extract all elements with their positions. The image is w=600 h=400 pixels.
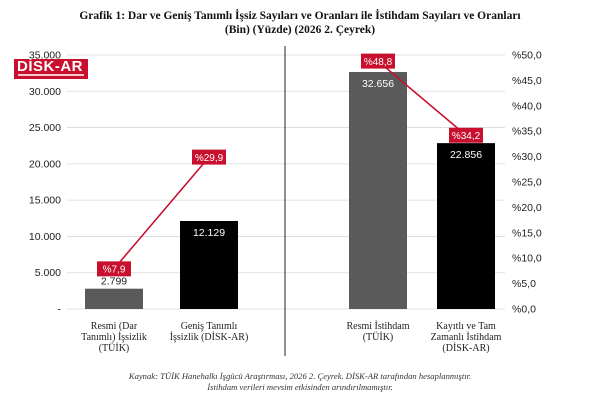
bar-value-label: 32.656 [362, 78, 394, 90]
chart-svg: - 5.000 10.000 15.000 20.000 25.000 30.000 35.0… [29, 46, 542, 356]
bar [180, 220, 238, 309]
rate-label: %34,2 [452, 131, 481, 142]
rate-label-box [192, 149, 226, 165]
right-axis-tick-label: %35,0 [512, 126, 542, 138]
right-axis-tick-label: %45,0 [512, 75, 542, 87]
chart-title: Grafik 1: Dar ve Geniş Tanımlı İşsiz Say… [0, 9, 600, 37]
category-label: Geniş Tanımlı [181, 321, 238, 332]
right-axis-tick-label: %40,0 [512, 100, 542, 112]
bar-value-label: 2.799 [101, 276, 127, 288]
chart-area: - 5.000 10.000 15.000 20.000 25.000 30.000 35.0… [9, 44, 591, 364]
rate-label: %7,9 [103, 265, 126, 276]
rate-line [113, 156, 210, 270]
bar [437, 143, 495, 309]
bar [349, 72, 407, 309]
left-axis-tick-label: 5.000 [35, 267, 61, 279]
right-axis-tick-label: %25,0 [512, 177, 542, 189]
rate-label-box [361, 53, 395, 69]
source-caption: Kaynak: TÜİK Hanehalkı İşgücü Araştırmas… [0, 371, 600, 393]
right-axis-tick-label: %50,0 [512, 50, 542, 62]
rate-label-box [449, 127, 483, 143]
category-label: (TÜİK) [363, 331, 394, 343]
right-axis-tick-label: %15,0 [512, 227, 542, 239]
chart-title-line-2: (Bin) (Yüzde) (2026 2. Çeyrek) [224, 24, 376, 36]
rate-label: %48,8 [364, 57, 393, 68]
caption-line-1: Kaynak: TÜİK Hanehalkı İşgücü Araştırmas… [128, 371, 472, 381]
category-label: Zamanlı İstihdam [431, 331, 502, 343]
logo-strip [18, 74, 84, 76]
right-axis-tick-label: %20,0 [512, 202, 542, 214]
category-label: (TÜİK) [99, 342, 130, 354]
left-axis-tick-label: 15.000 [29, 195, 61, 207]
bar-value-label: 22.856 [450, 149, 482, 161]
right-axis-tick-label: %0,0 [512, 304, 536, 316]
left-axis-tick-label: 20.000 [29, 158, 61, 170]
right-axis-tick-label: %5,0 [512, 278, 536, 290]
category-label: İşsizlik (DİSK-AR) [170, 331, 249, 343]
category-label: Kayıtlı ve Tam [436, 321, 496, 332]
bar-value-label: 12.129 [193, 227, 225, 239]
rate-label: %29,9 [195, 153, 224, 164]
rate-label-box [97, 261, 131, 277]
rate-line [377, 60, 467, 136]
right-axis-tick-label: %10,0 [512, 253, 542, 265]
category-label: Resmi (Dar [91, 321, 138, 332]
left-axis-tick-label: 35.000 [29, 50, 61, 62]
caption-line-2: İstihdam verileri mevsim etkisinden arın… [207, 382, 393, 392]
bar [85, 288, 143, 309]
disk-ar-logo: DİSK-AR [14, 58, 88, 79]
left-axis-tick-label: 10.000 [29, 231, 61, 243]
right-axis-tick-label: %30,0 [512, 151, 542, 163]
category-label: (DİSK-AR) [442, 342, 489, 354]
left-axis-tick-label: - [58, 304, 62, 316]
left-axis-tick-label: 25.000 [29, 122, 61, 134]
chart-title-line-1: Grafik 1: Dar ve Geniş Tanımlı İşsiz Say… [79, 10, 521, 22]
logo-text: DİSK-AR [17, 58, 83, 75]
category-label: Resmi İstihdam [346, 320, 409, 332]
category-label: Tanımlı) İşsizlik [81, 331, 147, 343]
left-axis-tick-label: 30.000 [29, 86, 61, 98]
